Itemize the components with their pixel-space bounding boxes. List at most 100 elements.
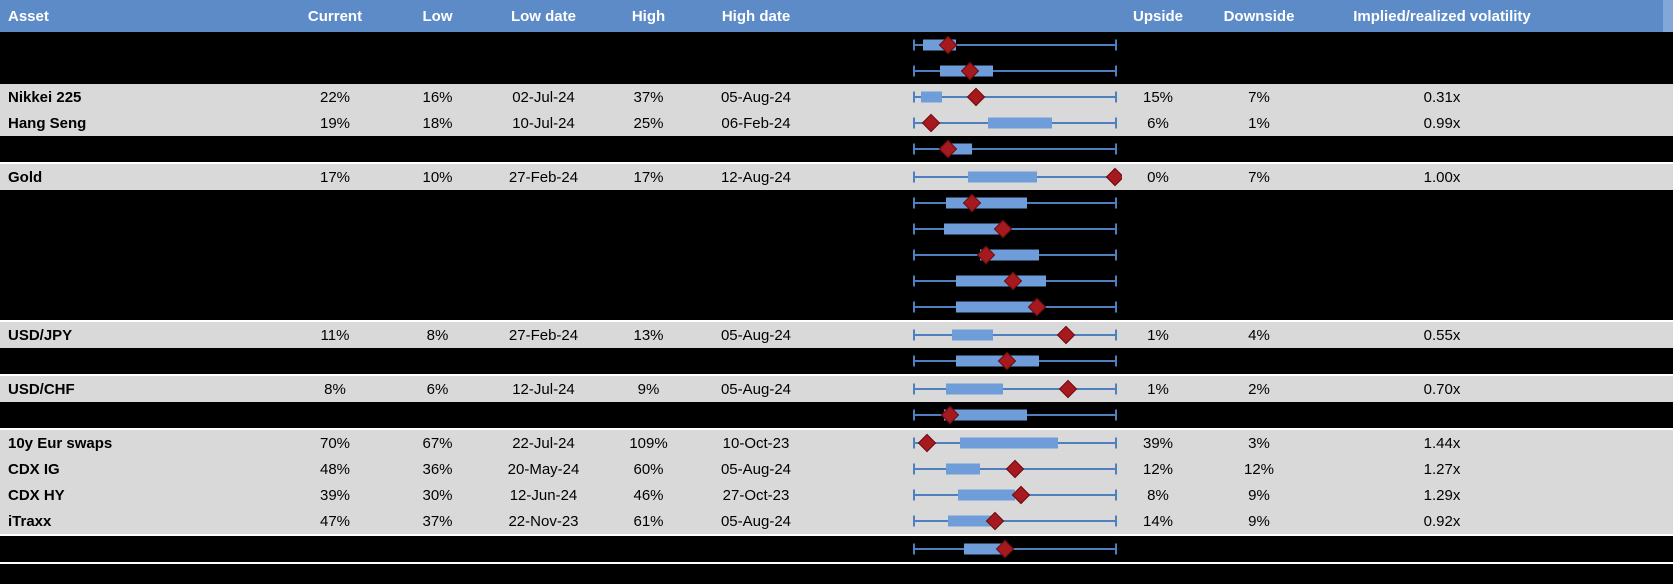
- spacer-row: [0, 536, 1673, 562]
- range-max-cap: [1115, 383, 1117, 395]
- high-date-cell: 05-Aug-24: [720, 460, 792, 478]
- col-header-asset: Asset: [8, 7, 49, 25]
- asset-row: CDX IG 48% 36% 20-May-24 60% 05-Aug-24 1…: [0, 456, 1673, 482]
- range-track: [913, 268, 1117, 294]
- asset-name-cell: Hang Seng: [8, 114, 87, 132]
- implied-realized-cell: 0.55x: [1423, 326, 1461, 344]
- col-header-current: Current: [307, 7, 363, 25]
- range-whisker-line: [913, 70, 1117, 72]
- range-box: [921, 91, 942, 103]
- range-min-cap: [913, 249, 915, 261]
- range-max-cap: [1115, 197, 1117, 209]
- spacer-row: [0, 136, 1673, 162]
- range-min-cap: [913, 409, 915, 421]
- range-chart-cell: [812, 268, 1122, 294]
- section-divider: [0, 320, 1673, 322]
- implied-realized-cell: 0.70x: [1423, 380, 1461, 398]
- range-max-cap: [1115, 409, 1117, 421]
- low-date-cell: 12-Jul-24: [512, 380, 575, 398]
- high-cell: 25%: [633, 114, 664, 132]
- range-chart-cell: [812, 32, 1122, 58]
- range-max-cap: [1115, 117, 1117, 129]
- range-max-cap: [1115, 463, 1117, 475]
- range-chart-cell: [812, 110, 1122, 136]
- spacer-row: [0, 402, 1673, 428]
- asset-row: Hang Seng 19% 18% 10-Jul-24 25% 06-Feb-2…: [0, 110, 1673, 136]
- range-min-cap: [913, 437, 915, 449]
- col-header-high: High: [631, 7, 666, 25]
- low-date-cell: 27-Feb-24: [508, 168, 579, 186]
- range-chart-cell: [812, 430, 1122, 456]
- implied-realized-cell: 0.99x: [1423, 114, 1461, 132]
- range-track: [913, 482, 1117, 508]
- high-date-cell: 05-Aug-24: [720, 380, 792, 398]
- downside-cell: 4%: [1248, 326, 1270, 344]
- range-max-cap: [1115, 543, 1117, 555]
- range-max-cap: [1115, 223, 1117, 235]
- range-min-cap: [913, 275, 915, 287]
- range-box: [959, 437, 1058, 449]
- range-min-cap: [913, 171, 915, 183]
- high-cell: 46%: [633, 486, 664, 504]
- high-cell: 37%: [633, 88, 664, 106]
- downside-cell: 2%: [1248, 380, 1270, 398]
- upside-cell: 39%: [1142, 434, 1174, 452]
- range-track: [913, 136, 1117, 162]
- section-divider: [0, 562, 1673, 564]
- range-max-cap: [1115, 489, 1117, 501]
- high-cell: 60%: [633, 460, 664, 478]
- range-track: [913, 322, 1117, 348]
- asset-row: USD/JPY 11% 8% 27-Feb-24 13% 05-Aug-24 1…: [0, 322, 1673, 348]
- range-max-cap: [1115, 275, 1117, 287]
- range-chart-cell: [812, 216, 1122, 242]
- range-track: [913, 242, 1117, 268]
- range-track: [913, 84, 1117, 110]
- current-marker-diamond: [922, 113, 941, 133]
- footer-row: [0, 564, 1673, 584]
- range-min-cap: [913, 91, 915, 103]
- range-chart-cell: [812, 190, 1122, 216]
- range-max-cap: [1115, 91, 1117, 103]
- range-chart-cell: [812, 58, 1122, 84]
- col-header-low-date: Low date: [510, 7, 576, 25]
- range-box: [947, 515, 999, 527]
- range-max-cap: [1115, 437, 1117, 449]
- header-right-accent: [1663, 0, 1673, 32]
- asset-name-cell: CDX IG: [8, 460, 60, 478]
- range-max-cap: [1115, 329, 1117, 341]
- spacer-row: [0, 294, 1673, 320]
- low-date-cell: 27-Feb-24: [508, 326, 579, 344]
- range-chart-cell: [812, 402, 1122, 428]
- high-cell: 109%: [629, 434, 668, 452]
- current-cell: 47%: [319, 512, 351, 530]
- section-divider: [0, 534, 1673, 536]
- current-cell: 17%: [319, 168, 351, 186]
- asset-name-cell: Nikkei 225: [8, 88, 82, 106]
- current-cell: 22%: [319, 88, 351, 106]
- range-track: [913, 456, 1117, 482]
- range-whisker-line: [913, 548, 1117, 550]
- range-min-cap: [913, 515, 915, 527]
- current-marker-diamond: [1058, 379, 1078, 399]
- low-cell: 16%: [422, 88, 453, 106]
- current-marker-diamond: [967, 87, 986, 107]
- spacer-row: [0, 268, 1673, 294]
- asset-row: Nikkei 225 22% 16% 02-Jul-24 37% 05-Aug-…: [0, 84, 1673, 110]
- current-cell: 11%: [320, 326, 350, 344]
- section-divider: [0, 428, 1673, 430]
- low-cell: 36%: [422, 460, 453, 478]
- range-box: [988, 117, 1052, 129]
- asset-name-cell: USD/CHF: [8, 380, 75, 398]
- implied-realized-cell: 0.31x: [1423, 88, 1461, 106]
- downside-cell: 7%: [1248, 88, 1270, 106]
- range-chart-cell: [812, 164, 1122, 190]
- col-header-high-date: High date: [721, 7, 791, 25]
- range-chart-cell: [812, 84, 1122, 110]
- range-chart-cell: [812, 136, 1122, 162]
- range-box: [964, 543, 1003, 555]
- downside-cell: 9%: [1248, 512, 1270, 530]
- range-min-cap: [913, 117, 915, 129]
- asset-row: USD/CHF 8% 6% 12-Jul-24 9% 05-Aug-24 1% …: [0, 376, 1673, 402]
- current-marker-diamond: [1105, 167, 1122, 187]
